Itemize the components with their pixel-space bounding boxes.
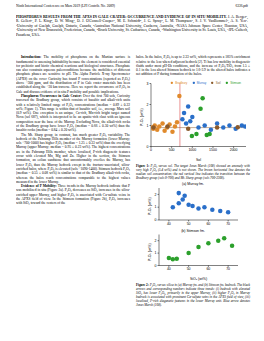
svg-text:0: 0 bbox=[155, 218, 157, 222]
svg-text:0: 0 bbox=[150, 148, 152, 152]
html-text:Phosphorus Occurrence in Gale: Phosphorus Occurrence in Gale Crater: Ov… bbox=[16, 93, 130, 132]
svg-text:50: 50 bbox=[187, 267, 191, 271]
html-text:(b) Stimson fm.: (b) Stimson fm. bbox=[181, 228, 205, 232]
html-text:PHOSPHORUS RESULTS FROM THE AP: PHOSPHORUS RESULTS FROM THE APXS IN GALE… bbox=[16, 14, 248, 37]
svg-text:0: 0 bbox=[147, 145, 149, 149]
svg-text:2: 2 bbox=[147, 103, 149, 107]
svg-text:40: 40 bbox=[167, 222, 171, 226]
svg-text:Sol: Sol bbox=[196, 157, 201, 161]
html-text:Ninth International Conference: Ninth International Conference on Mars 2… bbox=[16, 4, 115, 8]
svg-text:500: 500 bbox=[169, 148, 175, 152]
html-text:Stimson: Stimson bbox=[230, 81, 241, 84]
svg-text:2000: 2000 bbox=[230, 148, 238, 152]
svg-text:1: 1 bbox=[147, 124, 149, 128]
html-text:Figure 1: P₂O₅ versus sol. The: Figure 1: P₂O₅ versus sol. The target Jo… bbox=[136, 163, 250, 179]
html-text:6336.pdf: 6336.pdf bbox=[235, 4, 248, 8]
svg-text:60: 60 bbox=[206, 267, 210, 271]
svg-text:3: 3 bbox=[147, 82, 149, 86]
svg-text:0: 0 bbox=[155, 264, 157, 268]
html-text:Soil: Soil bbox=[215, 81, 221, 84]
svg-text:50: 50 bbox=[187, 222, 191, 226]
svg-text:2: 2 bbox=[155, 239, 157, 243]
svg-text:40: 40 bbox=[167, 267, 171, 271]
svg-text:1500: 1500 bbox=[209, 148, 217, 152]
svg-text:1: 1 bbox=[155, 205, 157, 209]
svg-text:70: 70 bbox=[226, 222, 230, 226]
svg-text:70: 70 bbox=[226, 267, 230, 271]
svg-text:P₂O₅ (wt%): P₂O₅ (wt%) bbox=[148, 197, 152, 215]
html-text:Bradbury: Bradbury bbox=[175, 81, 188, 84]
svg-text:1: 1 bbox=[155, 251, 157, 255]
svg-text:P₂O₅ (wt%): P₂O₅ (wt%) bbox=[140, 108, 144, 126]
svg-text:1000: 1000 bbox=[188, 148, 196, 152]
html-text:Murray: Murray bbox=[196, 81, 207, 84]
svg-text:P₂O₅ (wt%): P₂O₅ (wt%) bbox=[148, 243, 152, 261]
html-text:Figure 2: P₂O₅ versus silica i: Figure 2: P₂O₅ versus silica in (a) Murr… bbox=[136, 282, 250, 306]
html-text:Introduction: The mobility of: Introduction: The mobility of phosphorus… bbox=[16, 55, 130, 94]
html-text:halos. In the halos, P₂O₅ is u: halos. In the halos, P₂O₅ is up to 2.33 … bbox=[136, 55, 250, 77]
html-text:(a) Murray fm.: (a) Murray fm. bbox=[182, 182, 204, 186]
svg-text:2: 2 bbox=[155, 193, 157, 197]
svg-text:60: 60 bbox=[206, 222, 210, 226]
html-text:Evidence of P Mobility: Three: Evidence of P Mobility: Three trends in … bbox=[16, 183, 130, 206]
html-text:The Mt. Sharp group, in contra: The Mt. Sharp group, in contrast, has mu… bbox=[16, 132, 130, 184]
svg-text:SiO₂ (wt%): SiO₂ (wt%) bbox=[190, 276, 207, 280]
